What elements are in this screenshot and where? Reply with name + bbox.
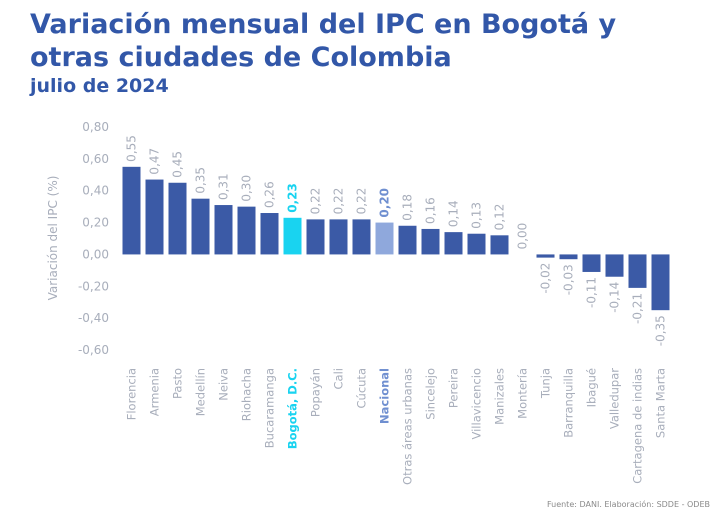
data-label: 0,45 xyxy=(171,151,185,178)
x-tick-label: Manizales xyxy=(493,368,507,425)
x-tick-label: Cali xyxy=(332,368,346,389)
data-label: -0,03 xyxy=(562,264,576,295)
y-tick-label: -0,60 xyxy=(78,343,109,357)
chart-title: Variación mensual del IPC en Bogotá y ot… xyxy=(30,9,617,73)
y-tick-label: 0,80 xyxy=(82,120,109,134)
bar xyxy=(260,213,279,255)
data-label: -0,35 xyxy=(654,315,668,346)
x-tick-label: Medellín xyxy=(194,368,208,416)
data-label: 0,26 xyxy=(263,181,277,208)
bar xyxy=(122,166,141,255)
bar xyxy=(467,233,486,255)
chart-subtitle: julio de 2024 xyxy=(30,75,169,97)
y-tick-label: -0,40 xyxy=(78,311,109,325)
data-label: 0,14 xyxy=(447,200,461,227)
x-tick-label: Florencia xyxy=(125,368,139,420)
bar xyxy=(559,254,578,260)
x-tick-label: Ibagué xyxy=(585,368,599,407)
bar xyxy=(168,182,187,255)
bar xyxy=(329,219,348,255)
x-tick-label: Pasto xyxy=(171,368,185,399)
bar xyxy=(605,254,624,277)
data-label: 0,47 xyxy=(148,148,162,175)
x-tick-label: Tunja xyxy=(539,368,553,399)
x-tick-label: Santa Marta xyxy=(654,368,668,438)
x-tick-label: Riohacha xyxy=(240,368,254,421)
y-tick-label: -0,20 xyxy=(78,279,109,293)
bar xyxy=(145,179,164,255)
x-tick-label: Cúcuta xyxy=(355,368,369,409)
data-label: 0,13 xyxy=(470,202,484,229)
bar xyxy=(628,254,647,288)
y-tick-label: 0,00 xyxy=(82,247,109,261)
data-label: 0,31 xyxy=(217,173,231,200)
bar xyxy=(283,217,302,255)
bar xyxy=(398,225,417,255)
data-label: 0,16 xyxy=(424,197,438,224)
x-tick-label: Barranquilla xyxy=(562,368,576,438)
data-label: -0,11 xyxy=(585,277,599,308)
x-tick-label: Cartagena de indias xyxy=(631,368,645,484)
x-tick-label: Neiva xyxy=(217,368,231,401)
x-tick-label: Armenia xyxy=(148,368,162,416)
x-tick-label: Pereira xyxy=(447,368,461,408)
bar xyxy=(490,235,509,255)
bar xyxy=(352,219,371,255)
y-tick-label: 0,20 xyxy=(82,216,109,230)
bar xyxy=(536,254,555,258)
bar xyxy=(444,232,463,255)
x-tick-label: Bucaramanga xyxy=(263,368,277,448)
y-tick-label: 0,60 xyxy=(82,152,109,166)
data-label: 0,20 xyxy=(378,188,392,218)
data-label: 0,22 xyxy=(332,188,346,215)
bar xyxy=(191,198,210,255)
x-tick-label: Valledupar xyxy=(608,368,622,429)
bar xyxy=(421,228,440,255)
data-label: 0,22 xyxy=(355,188,369,215)
x-tick-label: Montería xyxy=(516,368,530,419)
bar xyxy=(375,222,394,255)
data-label: -0,02 xyxy=(539,263,553,294)
y-tick-label: 0,40 xyxy=(82,184,109,198)
x-tick-label: Villavicencio xyxy=(470,368,484,440)
y-axis-label: Variación del IPC (%) xyxy=(46,176,60,301)
bar xyxy=(237,206,256,255)
bar xyxy=(582,254,601,272)
data-label: 0,23 xyxy=(286,183,300,213)
bar xyxy=(214,205,233,255)
data-label: 0,12 xyxy=(493,204,507,231)
bar xyxy=(651,254,670,311)
source-note: Fuente: DANI. Elaboración: SDDE - ODEB xyxy=(546,500,710,509)
data-label: 0,55 xyxy=(125,135,139,162)
x-tick-label: Sincelejo xyxy=(424,368,438,420)
data-label: 0,30 xyxy=(240,175,254,202)
data-label: -0,21 xyxy=(631,293,645,324)
x-tick-label: Nacional xyxy=(378,368,392,424)
data-label: 0,35 xyxy=(194,167,208,194)
data-label: 0,00 xyxy=(516,223,530,250)
x-tick-label: Bogotá, D.C. xyxy=(286,368,300,449)
data-label: 0,18 xyxy=(401,194,415,221)
x-tick-label: Otras áreas urbanas xyxy=(401,368,415,485)
x-tick-label: Popayán xyxy=(309,368,323,417)
data-label: 0,22 xyxy=(309,188,323,215)
data-label: -0,14 xyxy=(608,282,622,313)
bar xyxy=(306,219,325,255)
